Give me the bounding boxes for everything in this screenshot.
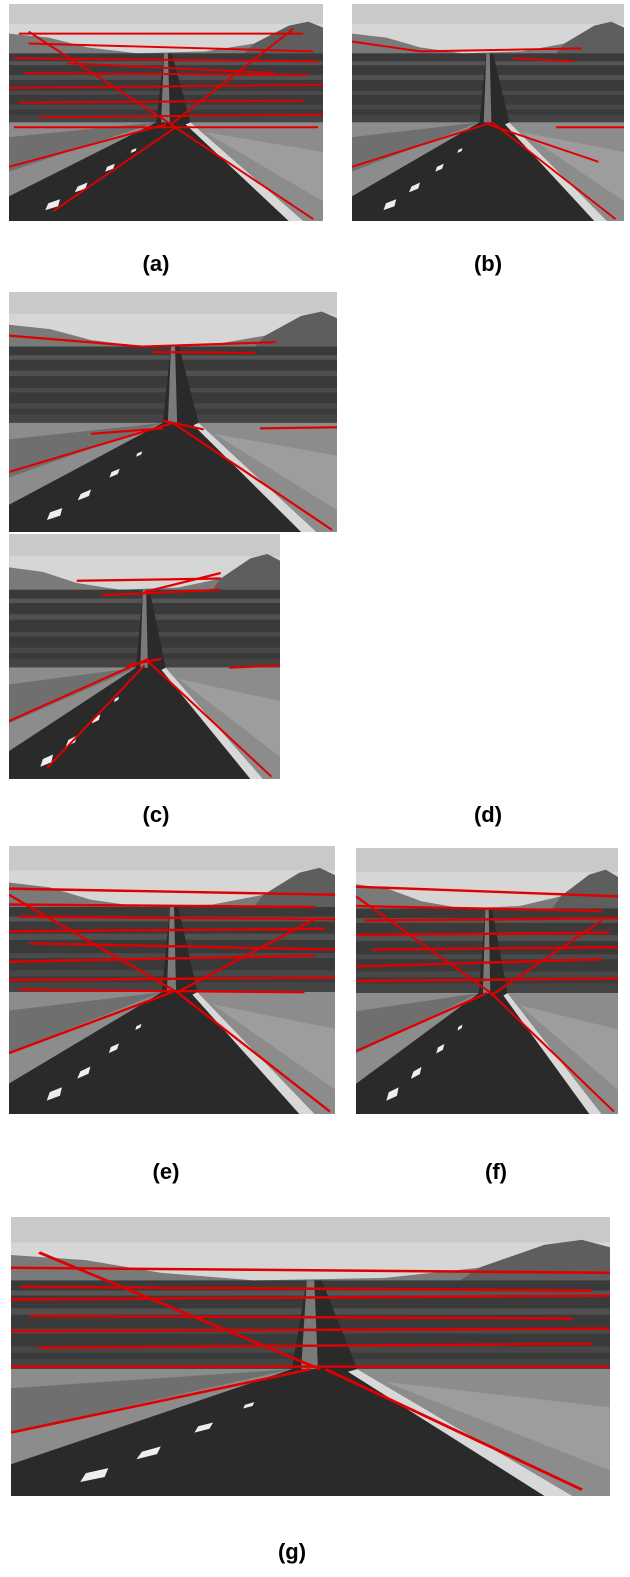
panel-d-image: [9, 534, 280, 779]
caption-d: (d): [473, 802, 503, 827]
caption-a: (a): [142, 251, 170, 276]
panel-b-image: [352, 4, 624, 221]
panel-e-image: [9, 846, 335, 1114]
panel-g-image: [11, 1217, 610, 1496]
caption-f: (f): [485, 1159, 507, 1184]
caption-c: (c): [142, 802, 170, 827]
caption-b: (b): [473, 251, 503, 276]
caption-g: (g): [277, 1539, 307, 1564]
panel-f-image: [356, 848, 618, 1114]
caption-e: (e): [152, 1159, 180, 1184]
panel-a-image: [9, 4, 323, 221]
panel-c-image: [9, 292, 337, 532]
